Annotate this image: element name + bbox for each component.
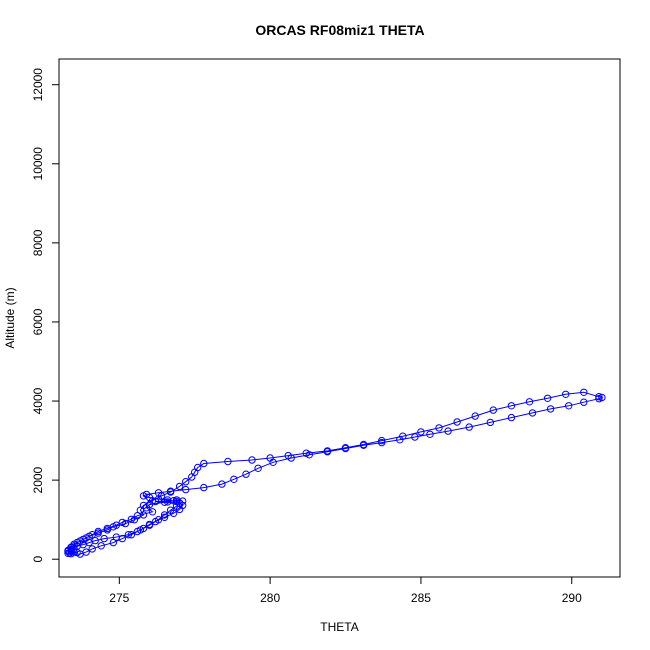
data-point	[88, 531, 96, 539]
data-point	[151, 497, 160, 506]
data-point	[136, 526, 145, 534]
data-point	[124, 531, 133, 539]
data-point	[230, 475, 238, 483]
data-point	[133, 512, 142, 520]
data-point	[399, 432, 407, 440]
data-point	[284, 451, 292, 460]
x-tick-label: 275	[109, 591, 129, 605]
data-point	[580, 398, 588, 406]
data-point	[411, 433, 419, 441]
data-point	[175, 482, 184, 491]
data-point	[166, 488, 175, 496]
y-axis-label: Altitude (m)	[3, 287, 17, 348]
data-point	[160, 498, 169, 506]
data-point	[97, 542, 105, 550]
data-point	[118, 518, 127, 527]
chart-title: ORCAS RF08miz1 THETA	[255, 22, 424, 38]
data-point	[166, 506, 175, 514]
data-point	[94, 527, 102, 536]
data-point	[103, 524, 112, 533]
data-point	[218, 480, 226, 488]
data-point	[378, 438, 386, 447]
y-axis: 0 2000 4000 6000 8000 10000 12000	[31, 68, 60, 563]
data-point	[507, 413, 516, 422]
data-point	[378, 436, 386, 445]
data-point	[127, 531, 136, 539]
data-point	[188, 473, 196, 481]
data-point	[154, 516, 163, 524]
data-point	[426, 430, 434, 438]
data-point	[341, 444, 350, 452]
y-tick-label: 12000	[31, 68, 45, 102]
data-point	[160, 511, 169, 519]
data-point	[266, 454, 274, 462]
x-tick-label: 285	[411, 591, 431, 605]
data-point	[359, 440, 368, 449]
data-point	[76, 537, 84, 545]
data-point	[142, 504, 151, 512]
data-point	[302, 449, 310, 457]
data-point	[580, 388, 588, 396]
data-point	[148, 508, 157, 516]
data-point	[169, 497, 178, 505]
data-point	[142, 490, 151, 499]
data-point	[598, 393, 606, 402]
data-point	[489, 406, 497, 414]
data-point	[172, 496, 181, 504]
data-point	[109, 538, 118, 547]
data-point	[65, 549, 74, 557]
data-point	[465, 423, 473, 431]
data-point	[562, 390, 570, 398]
data-point	[565, 402, 573, 410]
data-point	[507, 402, 516, 410]
data-point	[417, 428, 425, 436]
data-point	[254, 464, 262, 472]
series-layer	[64, 388, 606, 558]
data-point	[160, 513, 169, 521]
y-tick-label: 8000	[31, 229, 45, 256]
data-point	[471, 412, 479, 420]
data-point	[435, 424, 443, 432]
data-point	[595, 393, 603, 401]
data-point	[323, 447, 332, 455]
data-point	[453, 418, 461, 426]
data-point	[525, 398, 534, 406]
data-point	[100, 534, 108, 543]
series-line	[67, 391, 604, 555]
data-point	[543, 394, 552, 402]
y-tick-label: 6000	[31, 308, 45, 335]
data-point	[242, 470, 250, 478]
data-point	[182, 485, 190, 494]
x-tick-label: 290	[562, 591, 582, 605]
data-point	[444, 427, 452, 435]
data-point	[157, 492, 166, 500]
data-point	[248, 456, 256, 464]
data-point	[200, 483, 208, 492]
data-point	[91, 536, 99, 545]
x-axis-label: THETA	[320, 620, 358, 634]
data-point	[224, 457, 232, 466]
x-tick-label: 280	[260, 591, 280, 605]
data-point	[546, 405, 555, 413]
data-point	[200, 459, 208, 468]
data-point	[145, 520, 154, 529]
data-point	[127, 515, 136, 523]
data-point	[112, 521, 121, 529]
y-tick-label: 2000	[31, 466, 45, 493]
y-tick-label: 10000	[31, 147, 45, 181]
data-point	[118, 534, 127, 543]
y-tick-label: 0	[31, 556, 45, 563]
data-point	[82, 548, 90, 556]
data-point	[528, 409, 537, 417]
data-point	[182, 478, 190, 486]
data-point	[82, 534, 90, 542]
data-point	[88, 545, 96, 553]
y-tick-label: 4000	[31, 387, 45, 414]
data-point	[486, 418, 494, 427]
x-axis: 275 280 285 290	[109, 576, 582, 605]
